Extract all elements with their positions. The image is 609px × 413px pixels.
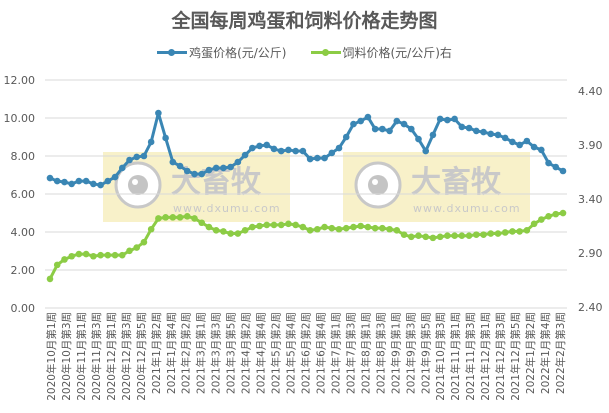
x-axis-label: 2021年2月第2周 <box>180 312 193 394</box>
x-axis-label: 2021年1月第2周 <box>150 312 163 394</box>
x-axis-label: 2021年5月第4周 <box>285 312 298 394</box>
svg-text:大畜牧: 大畜牧 <box>411 165 502 200</box>
legend-label: 鸡蛋价格(元/公斤) <box>189 46 287 60</box>
left-axis-tick: 2.00 <box>11 264 36 277</box>
x-axis-label: 2020年10月第3周 <box>60 312 73 401</box>
x-axis-label: 2021年6月第2周 <box>300 312 313 394</box>
x-axis-label: 2021年6月第4周 <box>314 312 327 394</box>
x-axis-label: 2020年12月第3周 <box>120 312 133 401</box>
legend-line-icon <box>310 49 341 56</box>
left-axis-tick: 8.00 <box>11 150 36 163</box>
x-axis-label: 2022年1月第2周 <box>524 312 537 394</box>
x-axis-label: 2021年4月第4周 <box>255 312 268 394</box>
chart-legend: 鸡蛋价格(元/公斤) 饲料价格(元/公斤)右 <box>0 44 609 61</box>
x-axis-label: 2021年12月第1周 <box>479 312 492 401</box>
x-axis-label: 2021年1月第4周 <box>165 312 178 394</box>
right-axis-tick: 3.40 <box>578 193 603 206</box>
x-axis-label: 2020年11月第3周 <box>90 312 103 401</box>
left-axis-tick: 0.00 <box>11 302 36 315</box>
x-axis-label: 2021年12月第3周 <box>494 312 507 401</box>
x-axis-label: 2021年3月第1周 <box>195 312 208 394</box>
x-axis-label: 2021年3月第5周 <box>225 312 238 394</box>
x-axis-label: 2021年11月第3周 <box>464 312 477 401</box>
right-axis-tick: 3.90 <box>578 139 603 152</box>
right-axis-tick: 4.40 <box>578 85 603 98</box>
right-axis-tick: 2.40 <box>578 301 603 314</box>
legend-item-feed: 饲料价格(元/公斤)右 <box>310 44 452 61</box>
x-axis-label: 2021年10月第3周 <box>434 312 447 401</box>
left-axis-tick: 10.00 <box>4 112 36 125</box>
left-axis-tick: 6.00 <box>11 188 36 201</box>
x-axis-label: 2021年4月第2周 <box>240 312 253 394</box>
legend-label: 饲料价格(元/公斤)右 <box>342 46 452 60</box>
series-feed-price <box>46 209 567 283</box>
x-axis-label: 2021年5月第2周 <box>270 312 283 394</box>
svg-text:www.dxumu.com: www.dxumu.com <box>413 202 521 215</box>
legend-line-icon <box>157 49 188 56</box>
legend-item-egg: 鸡蛋价格(元/公斤) <box>157 44 287 61</box>
x-axis-label: 2021年9月第1周 <box>389 312 402 394</box>
x-axis-label: 2022年1月第4周 <box>539 312 552 394</box>
watermark: 大畜牧 www.dxumu.com <box>343 152 530 222</box>
x-axis-label: 2021年9月第3周 <box>404 312 417 394</box>
series-egg-price <box>46 109 567 189</box>
right-axis-tick: 2.90 <box>578 247 603 260</box>
x-axis-label: 2021年7月第1周 <box>329 312 342 394</box>
x-axis-label: 2021年8月第1周 <box>359 312 372 394</box>
svg-text:www.dxumu.com: www.dxumu.com <box>173 202 281 215</box>
x-axis-label: 2020年10月第1周 <box>45 312 58 401</box>
x-axis-label: 2021年7月第3周 <box>344 312 357 394</box>
x-axis-label: 2021年3月第3周 <box>210 312 223 394</box>
x-axis-label: 2020年12月第5周 <box>135 312 148 401</box>
x-axis-label: 2021年9月第5周 <box>419 312 432 394</box>
x-axis-label: 2021年11月第1周 <box>449 312 462 401</box>
left-axis-tick: 12.00 <box>4 74 36 87</box>
x-axis-label: 2022年2月第3周 <box>554 312 567 394</box>
x-axis-label: 2020年11月第1周 <box>75 312 88 401</box>
chart-title: 全国每周鸡蛋和饲料价格走势图 <box>171 10 438 32</box>
x-axis-label: 2021年8月第3周 <box>374 312 387 394</box>
x-axis-label: 2020年12月第1周 <box>105 312 118 401</box>
x-axis-label: 2021年12月第5周 <box>509 312 522 401</box>
left-axis-tick: 4.00 <box>11 226 36 239</box>
